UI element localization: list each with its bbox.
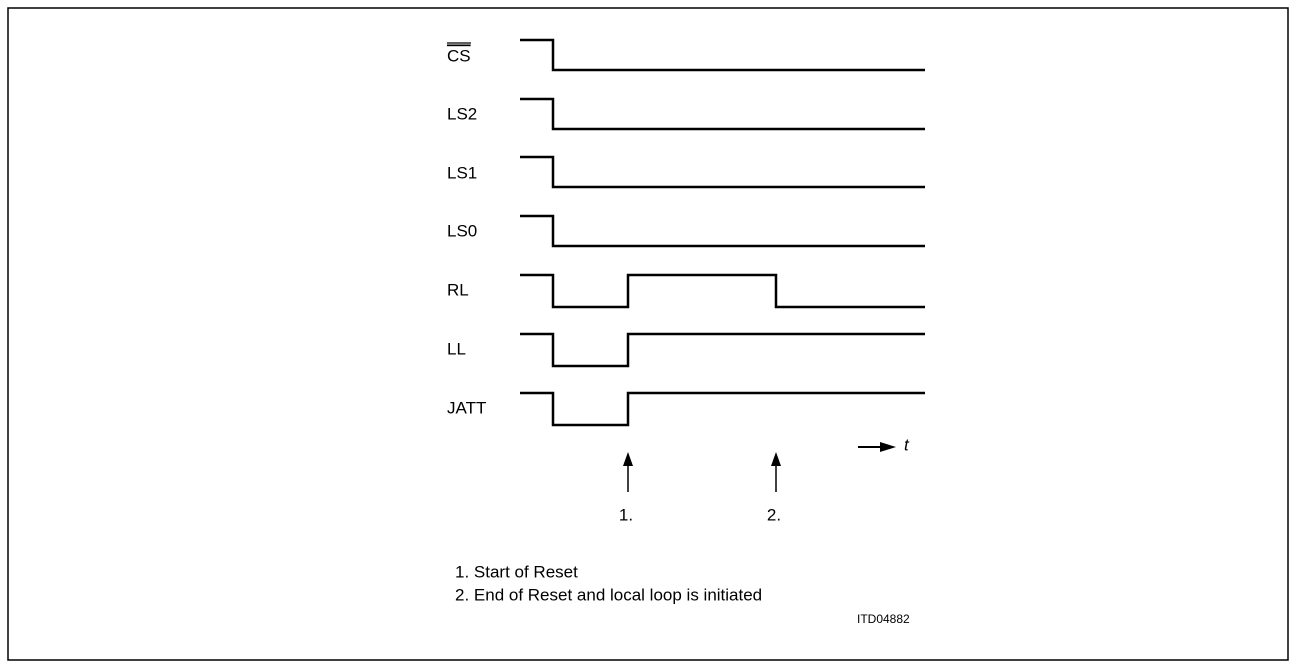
waveform bbox=[520, 214, 925, 248]
signal-label: RL bbox=[447, 280, 469, 299]
note: 1. Start of Reset bbox=[455, 562, 578, 581]
signal-label: LS2 bbox=[447, 104, 477, 123]
frame bbox=[7, 7, 1289, 661]
signal-label: JATT bbox=[447, 398, 486, 417]
signal-label: CS bbox=[447, 46, 471, 65]
note: 2. End of Reset and local loop is initia… bbox=[455, 585, 762, 604]
figure-id: ITD04882 bbox=[857, 612, 910, 626]
marker-arrowhead bbox=[623, 452, 633, 466]
waveform bbox=[520, 332, 925, 368]
signal-label: LS0 bbox=[447, 221, 477, 240]
time-label: t bbox=[904, 435, 910, 454]
waveform bbox=[520, 155, 925, 189]
marker-arrowhead bbox=[771, 452, 781, 466]
signal-label: LS1 bbox=[447, 163, 477, 182]
waveform bbox=[520, 273, 925, 309]
waveform bbox=[520, 97, 925, 131]
waveform bbox=[520, 38, 925, 72]
signal-label: LL bbox=[447, 339, 466, 358]
marker-label: 1. bbox=[619, 505, 633, 524]
time-arrowhead bbox=[880, 442, 896, 452]
waveform bbox=[520, 391, 925, 427]
marker-label: 2. bbox=[767, 505, 781, 524]
